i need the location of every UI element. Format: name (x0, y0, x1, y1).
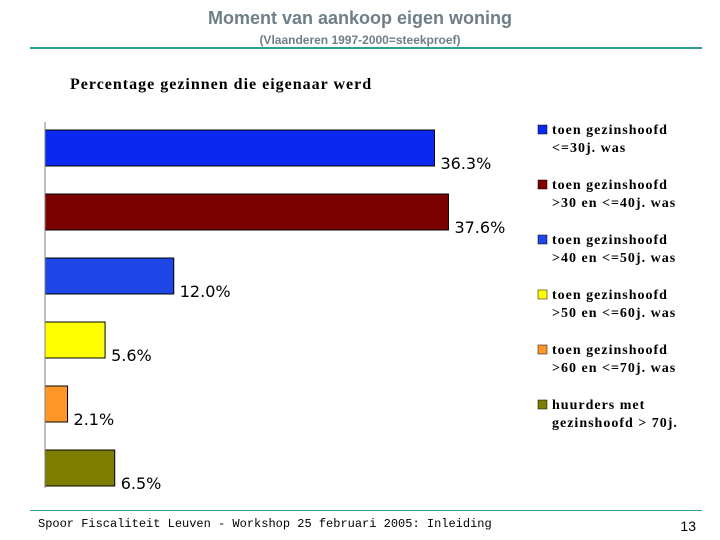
data-label: 5.6% (111, 346, 152, 365)
bar (44, 193, 449, 231)
legend-swatch (537, 124, 548, 135)
bar (44, 321, 106, 359)
page-number: 13 (680, 518, 696, 534)
bar (44, 449, 116, 487)
legend-swatch (537, 179, 548, 190)
legend-swatch (537, 399, 548, 410)
legend-label: toen gezinshoofd (552, 178, 668, 193)
legend-label: >60 en <=70j. was (552, 361, 676, 376)
legend-label: >40 en <=50j. was (552, 251, 676, 266)
data-label: 2.1% (74, 410, 115, 429)
legend-label: toen gezinshoofd (552, 343, 668, 358)
data-label: 6.5% (121, 474, 162, 493)
legend-label: gezinshoofd > 70j. (552, 416, 678, 431)
legend-swatch (537, 344, 548, 355)
data-label: 37.6% (454, 218, 505, 237)
bar (44, 129, 435, 167)
legend-label: toen gezinshoofd (552, 233, 668, 248)
legend-label: toen gezinshoofd (552, 288, 668, 303)
legend-swatch (537, 234, 548, 245)
legend-label: >50 en <=60j. was (552, 306, 676, 321)
title-divider (30, 47, 702, 49)
legend-label: <=30j. was (552, 141, 626, 156)
footer-divider (30, 510, 702, 511)
slide-subtitle: (Vlaanderen 1997-2000=steekproef) (259, 33, 461, 47)
data-label: 12.0% (180, 282, 231, 301)
footer-text: Spoor Fiscaliteit Leuven - Workshop 25 f… (38, 517, 492, 531)
slide-title: Moment van aankoop eigen woning (207, 8, 513, 28)
chart-title: Percentage gezinnen die eigenaar werd (70, 76, 373, 93)
bar-chart: 36.3% 37.6% 12.0% 5.6% 2.1% 6.5% toen gezinsho… (44, 122, 678, 493)
bar (44, 257, 175, 295)
legend-label: toen gezinshoofd (552, 123, 668, 138)
legend-label: >30 en <=40j. was (552, 196, 676, 211)
legend-swatch (537, 289, 548, 300)
legend-label: huurders met (552, 398, 645, 413)
data-label: 36.3% (440, 154, 491, 173)
bar (44, 385, 69, 423)
